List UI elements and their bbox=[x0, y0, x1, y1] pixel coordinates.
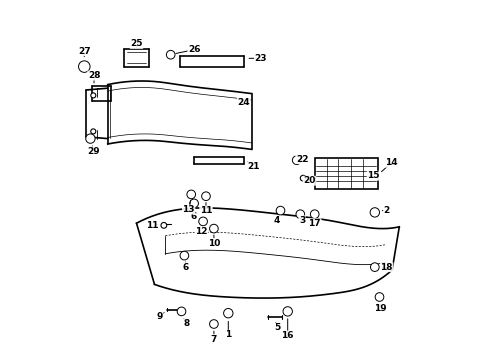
Text: 29: 29 bbox=[87, 147, 100, 156]
Circle shape bbox=[223, 309, 232, 318]
Circle shape bbox=[199, 217, 207, 226]
Text: 12: 12 bbox=[195, 227, 207, 236]
Bar bbox=[314, 158, 377, 189]
Text: 11: 11 bbox=[199, 206, 212, 215]
Circle shape bbox=[166, 50, 175, 59]
Circle shape bbox=[91, 93, 96, 98]
Circle shape bbox=[209, 320, 218, 328]
Text: 22: 22 bbox=[295, 155, 308, 163]
Text: 27: 27 bbox=[78, 47, 90, 56]
Circle shape bbox=[186, 190, 195, 199]
Text: 20: 20 bbox=[303, 176, 315, 185]
Text: 6: 6 bbox=[182, 263, 188, 272]
Text: 7: 7 bbox=[210, 335, 217, 343]
Circle shape bbox=[201, 192, 210, 201]
Circle shape bbox=[295, 210, 304, 219]
Circle shape bbox=[283, 307, 292, 316]
Circle shape bbox=[300, 175, 305, 181]
Text: 19: 19 bbox=[373, 305, 386, 313]
Text: 16: 16 bbox=[281, 331, 293, 340]
Text: 8: 8 bbox=[183, 319, 189, 328]
Text: 21: 21 bbox=[247, 162, 259, 171]
Circle shape bbox=[161, 222, 166, 228]
Circle shape bbox=[370, 263, 378, 271]
Text: 5: 5 bbox=[273, 323, 280, 332]
Text: 10: 10 bbox=[207, 239, 220, 248]
Circle shape bbox=[374, 293, 383, 301]
Text: 25: 25 bbox=[130, 40, 142, 49]
Circle shape bbox=[276, 206, 284, 215]
Text: 9: 9 bbox=[156, 312, 163, 321]
Text: 14: 14 bbox=[384, 158, 397, 167]
Circle shape bbox=[189, 199, 198, 208]
Circle shape bbox=[209, 224, 218, 233]
Text: 18: 18 bbox=[380, 263, 392, 272]
Text: 24: 24 bbox=[237, 98, 249, 107]
Circle shape bbox=[177, 307, 185, 316]
Text: 17: 17 bbox=[308, 219, 320, 228]
Text: 28: 28 bbox=[87, 71, 100, 80]
Circle shape bbox=[91, 129, 96, 134]
Circle shape bbox=[79, 61, 90, 72]
Text: 26: 26 bbox=[187, 45, 200, 54]
Text: 3: 3 bbox=[298, 216, 305, 225]
Text: 1: 1 bbox=[224, 330, 231, 339]
Circle shape bbox=[292, 156, 301, 165]
Text: 2: 2 bbox=[383, 206, 389, 215]
Circle shape bbox=[369, 208, 379, 217]
Text: 6: 6 bbox=[191, 212, 197, 220]
Circle shape bbox=[85, 134, 95, 143]
Text: 4: 4 bbox=[273, 216, 280, 225]
Text: 15: 15 bbox=[366, 171, 379, 180]
Circle shape bbox=[310, 210, 318, 219]
Text: 13: 13 bbox=[182, 205, 195, 214]
Text: 11: 11 bbox=[146, 220, 159, 230]
Text: 23: 23 bbox=[254, 54, 266, 63]
Circle shape bbox=[180, 251, 188, 260]
